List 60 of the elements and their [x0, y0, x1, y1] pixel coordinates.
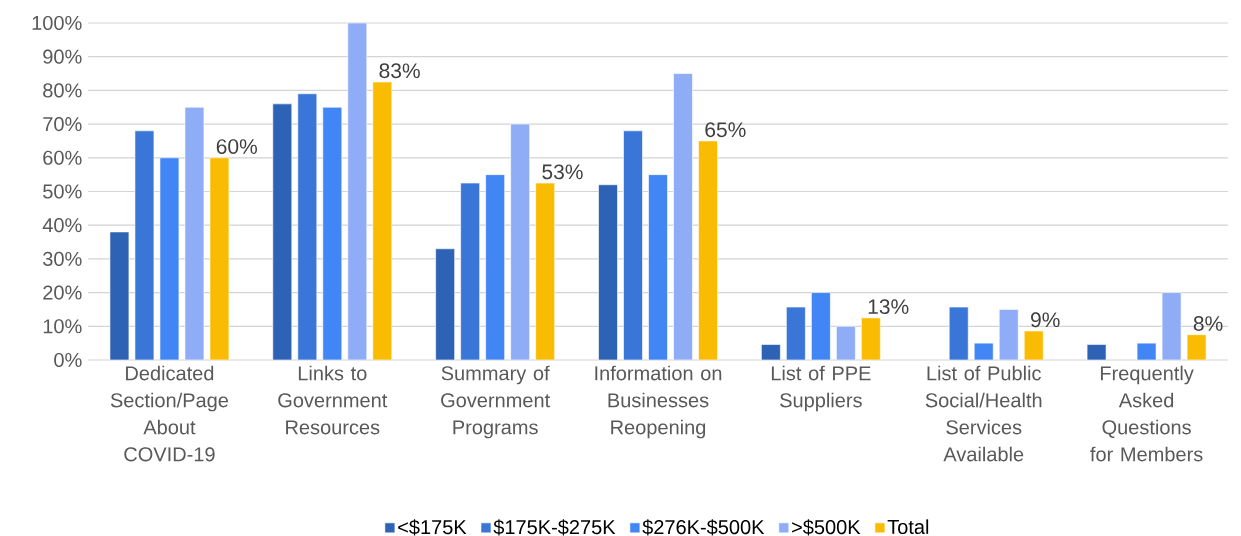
bar [535, 182, 555, 360]
bar [948, 306, 969, 360]
y-tick-label: 30% [43, 251, 82, 266]
bar [761, 344, 781, 360]
legend-label: Total [887, 519, 929, 535]
bar [811, 292, 831, 360]
y-tick-label: 50% [43, 184, 82, 199]
bar [347, 22, 368, 360]
y-tick-label: 90% [43, 49, 82, 64]
x-tick-label: List of Public Social/Health Services Available [925, 365, 1042, 462]
bar [698, 140, 718, 360]
data-label: 60% [216, 139, 258, 154]
data-label: 83% [379, 63, 420, 79]
bar [1023, 330, 1044, 360]
bar [209, 157, 230, 360]
legend-label: $175K-$275K [493, 519, 616, 536]
y-tick-label: 0% [54, 352, 82, 368]
bar [109, 231, 130, 360]
bar [786, 306, 806, 360]
y-tick-label: 20% [43, 285, 82, 300]
data-label: 65% [705, 122, 746, 138]
legend-label: $276K-$500K [642, 519, 765, 536]
bar [1161, 292, 1182, 360]
x-tick-label: Information on Businesses Reopening [595, 365, 722, 439]
bar [485, 174, 505, 360]
bar [861, 317, 881, 360]
data-label: 13% [868, 299, 909, 315]
y-tick-label: 60% [43, 150, 82, 165]
bar [435, 248, 455, 360]
data-label: 53% [542, 164, 583, 180]
bar [322, 106, 343, 360]
bar [134, 130, 155, 360]
bar [623, 130, 643, 360]
x-tick-label: Frequently Asked Questions for Members [1090, 365, 1203, 462]
data-label: 8% [1193, 316, 1223, 331]
bar [648, 174, 668, 360]
bar [460, 182, 480, 360]
bar [184, 106, 205, 360]
bar [598, 184, 618, 360]
x-tick-label: Dedicated Section/Page About COVID-19 [110, 365, 229, 462]
bar [272, 103, 293, 360]
bar [673, 73, 693, 360]
x-tick-label: List of PPE Suppliers [771, 365, 871, 412]
bar [510, 123, 530, 360]
y-tick-label: 80% [43, 83, 82, 98]
y-tick-label: 10% [43, 319, 82, 334]
data-label: 9% [1031, 312, 1060, 328]
bar [1086, 344, 1107, 360]
x-tick-label: Links to Government Resources [278, 365, 388, 435]
bar [998, 309, 1019, 360]
legend-label: >$500K [792, 519, 861, 536]
bar [836, 325, 856, 360]
x-tick-label: Summary of Government Programs [441, 365, 551, 439]
bar [297, 93, 318, 360]
y-tick-label: 70% [43, 117, 82, 132]
bar [1186, 334, 1207, 360]
legend-label: <$175K [398, 519, 467, 536]
bar [372, 81, 393, 360]
y-tick-label: 40% [42, 218, 82, 233]
y-tick-label: 100% [32, 15, 82, 31]
